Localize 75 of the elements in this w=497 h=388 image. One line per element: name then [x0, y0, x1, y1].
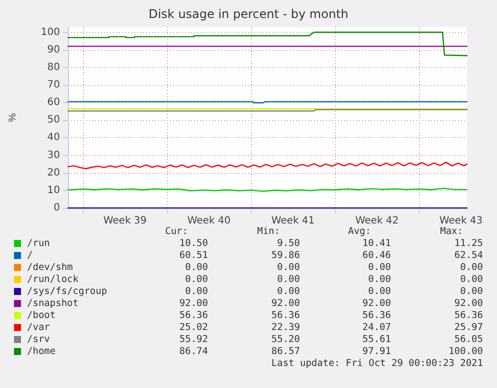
text: 0.00 — [460, 286, 483, 298]
text: 60.51 — [179, 250, 208, 262]
x-tick-label: Week 39 — [103, 216, 147, 226]
line-series — [67, 32, 468, 56]
legend-label: /var — [27, 322, 50, 334]
text: 25.97 — [454, 322, 483, 334]
text: 92.00 — [362, 298, 391, 310]
text: 56.36 — [271, 310, 300, 322]
y-tick-label: 70 — [47, 79, 60, 90]
text: 86.57 — [271, 346, 300, 358]
x-tick-label: Week 43 — [439, 216, 483, 226]
text: Max: — [440, 226, 463, 238]
text: 24.07 — [362, 322, 391, 334]
text: 0.00 — [277, 274, 300, 286]
text: 56.36 — [362, 310, 391, 322]
text: 0.00 — [185, 286, 208, 298]
text: 56.05 — [454, 334, 483, 346]
y-tick-label: 80 — [47, 62, 60, 73]
text: 55.61 — [362, 334, 391, 346]
text: 0.00 — [185, 274, 208, 286]
legend-label: /run/lock — [27, 274, 78, 286]
text: Last update: Fri Oct 29 00:00:23 2021 — [271, 358, 483, 370]
text: 56.36 — [179, 310, 208, 322]
legend-label: /boot — [27, 310, 56, 322]
legend-label: /snapshot — [27, 298, 78, 310]
text: 0.00 — [277, 262, 300, 274]
y-tick-label: 20 — [47, 167, 60, 178]
legend-label: / — [27, 250, 33, 262]
text: 92.00 — [179, 298, 208, 310]
legend-label: /dev/shm — [27, 262, 73, 274]
text: 97.91 — [362, 346, 391, 358]
chart-title: Disk usage in percent - by month — [148, 7, 348, 21]
text: 55.20 — [271, 334, 300, 346]
legend-label: /run — [27, 238, 50, 250]
text: Min: — [257, 226, 280, 238]
text: 0.00 — [460, 274, 483, 286]
y-axis-title: % — [8, 112, 18, 122]
x-tick-label: Week 40 — [187, 216, 231, 226]
text: 0.00 — [277, 286, 300, 298]
y-tick-label: 60 — [47, 97, 60, 108]
text: 10.50 — [179, 238, 208, 250]
text: 11.25 — [454, 238, 483, 250]
text: 92.00 — [271, 298, 300, 310]
y-tick-label: 0 — [54, 202, 60, 214]
text: 55.92 — [179, 334, 208, 346]
text: 0.00 — [368, 262, 391, 274]
y-tick-label: 40 — [47, 132, 60, 144]
text: 0.00 — [460, 262, 483, 274]
text: 9.50 — [277, 238, 300, 250]
text: 0.00 — [368, 274, 391, 286]
text: 62.54 — [454, 250, 483, 262]
y-tick-label: 100 — [40, 26, 60, 38]
text: Cur: — [165, 226, 188, 238]
text: 0.00 — [185, 262, 208, 274]
text: 92.00 — [454, 298, 483, 310]
y-tick-label: 90 — [47, 44, 60, 56]
y-tick-label: 30 — [47, 150, 60, 161]
text: 60.46 — [362, 250, 391, 262]
text: 22.39 — [271, 322, 300, 334]
text: 100.00 — [448, 346, 483, 358]
text: Avg: — [348, 226, 371, 238]
text: 0.00 — [368, 286, 391, 298]
line-series — [67, 162, 468, 170]
text: 56.36 — [454, 310, 483, 322]
text: 25.02 — [179, 322, 208, 334]
legend-label: /sys/fs/cgroup — [27, 286, 108, 298]
x-tick-label: Week 41 — [271, 216, 315, 226]
text: 10.41 — [362, 238, 391, 250]
y-tick-label: 50 — [47, 114, 60, 126]
x-tick-label: Week 42 — [355, 216, 399, 226]
legend-label: /srv — [27, 334, 50, 346]
y-tick-label: 10 — [47, 184, 60, 196]
text: 86.74 — [179, 346, 208, 358]
legend-label: /home — [27, 346, 56, 358]
text: 59.86 — [271, 250, 300, 262]
